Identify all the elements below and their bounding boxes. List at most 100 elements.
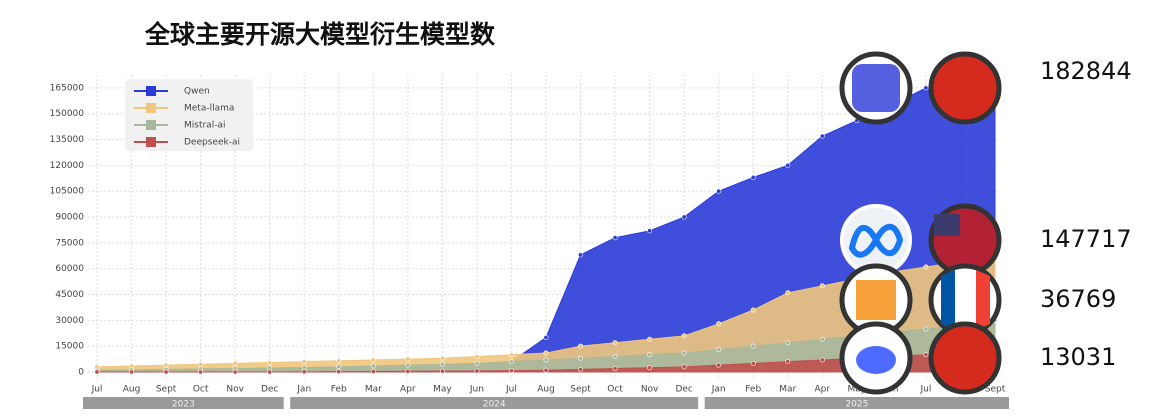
x-tick-label: Jul: [505, 385, 517, 395]
point: [508, 359, 514, 365]
y-tick-label: 60000: [55, 264, 84, 274]
point: [336, 364, 342, 370]
year-bar: [83, 397, 284, 409]
point: [439, 361, 445, 367]
x-tick-label: Aug: [537, 385, 555, 395]
point: [198, 361, 204, 367]
point: [681, 333, 687, 339]
point: [750, 174, 756, 180]
legend-swatch: [146, 86, 156, 96]
point: [716, 188, 722, 194]
point: [405, 356, 411, 362]
point: [474, 368, 480, 374]
x-tick-label: Sept: [570, 385, 591, 395]
x-tick-label: Feb: [331, 385, 347, 395]
x-tick-label: Oct: [193, 385, 209, 395]
point: [543, 357, 549, 363]
x-tick-label: May: [848, 385, 867, 395]
point: [647, 336, 653, 342]
point: [612, 353, 618, 359]
point: [405, 368, 411, 374]
x-tick-label: Nov: [226, 385, 244, 395]
point: [267, 369, 273, 375]
y-tick-label: 165000: [50, 83, 85, 93]
deepseek-logo: [856, 346, 896, 374]
point: [612, 235, 618, 241]
y-tick-label: 0: [78, 367, 84, 377]
point: [716, 321, 722, 327]
point: [785, 340, 791, 346]
point: [301, 365, 307, 371]
point: [578, 343, 584, 349]
y-tick-label: 90000: [55, 213, 84, 223]
y-tick-label: 105000: [50, 187, 85, 197]
y-tick-label: 15000: [55, 342, 84, 352]
legend-swatch: [146, 103, 156, 113]
side-label: 13031: [1040, 343, 1116, 371]
point: [681, 364, 687, 370]
point: [474, 360, 480, 366]
point: [612, 366, 618, 372]
flag-cn: [928, 51, 1002, 125]
year-label: 2025: [845, 400, 868, 410]
qwen-logo: [852, 64, 900, 112]
point: [647, 228, 653, 234]
point: [750, 343, 756, 349]
point: [923, 352, 929, 358]
point: [232, 360, 238, 366]
point: [232, 369, 238, 375]
point: [750, 360, 756, 366]
y-tick-label: 135000: [50, 135, 85, 145]
side-labels: 182844 147717 36769 13031: [1040, 57, 1132, 371]
point: [543, 335, 549, 341]
x-tick-label: Feb: [745, 385, 761, 395]
side-label: 147717: [1040, 225, 1132, 253]
point: [785, 290, 791, 296]
point: [336, 358, 342, 364]
y-tick-label: 150000: [50, 109, 85, 119]
flag-fr-blue: [941, 270, 955, 330]
area: [96, 257, 996, 373]
x-tick-label: Jul: [91, 385, 103, 395]
point: [750, 307, 756, 313]
x-tick-label: Sept: [156, 385, 177, 395]
flag-cn: [928, 321, 1002, 395]
point: [301, 369, 307, 375]
point: [198, 369, 204, 375]
x-tick-label: Dec: [261, 385, 278, 395]
year-bar: [704, 397, 1009, 409]
point: [370, 357, 376, 363]
point: [578, 252, 584, 258]
chart-title: 全球主要开源大模型衍生模型数: [144, 20, 496, 49]
side-label: 36769: [1040, 285, 1116, 313]
point: [647, 352, 653, 358]
point: [474, 353, 480, 359]
x-tick-label: Dec: [675, 385, 692, 395]
point: [163, 362, 169, 368]
legend-box: [125, 79, 253, 151]
point: [94, 369, 100, 375]
legend-label: Mistral-ai: [184, 121, 225, 131]
point: [819, 336, 825, 342]
x-tick-label: Nov: [641, 385, 659, 395]
point: [716, 362, 722, 368]
legend-label: Qwen: [184, 87, 210, 97]
flag-us-canton: [934, 214, 960, 236]
point: [163, 369, 169, 375]
y-tick-label: 120000: [50, 161, 85, 171]
x-tick-label: Apr: [815, 385, 831, 395]
point: [923, 326, 929, 332]
legend-label: Deepseek-ai: [184, 138, 240, 148]
point: [612, 340, 618, 346]
point: [578, 366, 584, 372]
meta-logo: [848, 223, 904, 258]
point: [267, 360, 273, 366]
point: [543, 367, 549, 373]
y-tick-label: 45000: [55, 290, 84, 300]
x-tick-label: Jun: [469, 385, 484, 395]
point: [301, 359, 307, 365]
point: [578, 355, 584, 361]
point: [405, 362, 411, 368]
point: [439, 355, 445, 361]
